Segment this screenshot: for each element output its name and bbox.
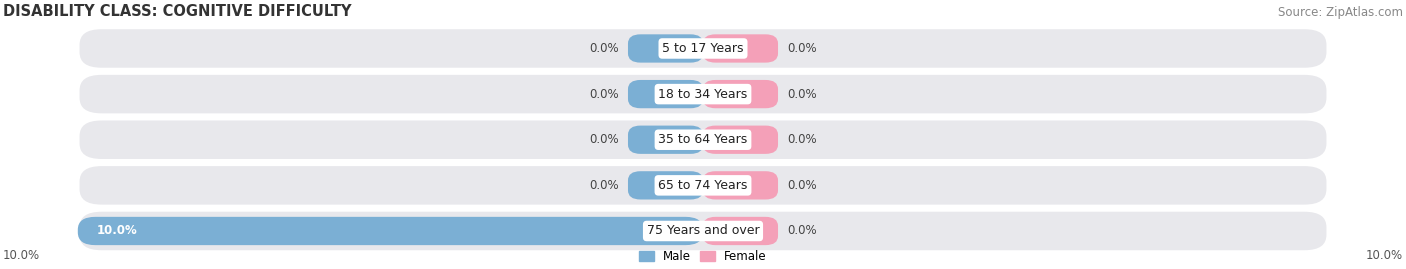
Text: 0.0%: 0.0% (589, 133, 619, 146)
Text: 10.0%: 10.0% (1367, 249, 1403, 262)
FancyBboxPatch shape (77, 27, 1329, 69)
Legend: Male, Female: Male, Female (634, 246, 772, 268)
FancyBboxPatch shape (703, 34, 778, 63)
Text: 0.0%: 0.0% (589, 88, 619, 101)
FancyBboxPatch shape (77, 164, 1329, 206)
Text: 18 to 34 Years: 18 to 34 Years (658, 88, 748, 101)
Text: DISABILITY CLASS: COGNITIVE DIFFICULTY: DISABILITY CLASS: COGNITIVE DIFFICULTY (3, 4, 352, 19)
Text: Source: ZipAtlas.com: Source: ZipAtlas.com (1278, 6, 1403, 19)
FancyBboxPatch shape (77, 217, 703, 245)
FancyBboxPatch shape (628, 34, 703, 63)
FancyBboxPatch shape (628, 171, 703, 200)
Text: 5 to 17 Years: 5 to 17 Years (662, 42, 744, 55)
FancyBboxPatch shape (77, 210, 1329, 252)
Text: 10.0%: 10.0% (97, 225, 138, 238)
Text: 0.0%: 0.0% (589, 179, 619, 192)
FancyBboxPatch shape (628, 80, 703, 108)
FancyBboxPatch shape (628, 126, 703, 154)
FancyBboxPatch shape (703, 126, 778, 154)
FancyBboxPatch shape (703, 171, 778, 200)
Text: 0.0%: 0.0% (589, 42, 619, 55)
Text: 75 Years and over: 75 Years and over (647, 225, 759, 238)
Text: 65 to 74 Years: 65 to 74 Years (658, 179, 748, 192)
Text: 0.0%: 0.0% (787, 179, 817, 192)
FancyBboxPatch shape (703, 80, 778, 108)
Text: 0.0%: 0.0% (787, 133, 817, 146)
FancyBboxPatch shape (703, 217, 778, 245)
FancyBboxPatch shape (77, 119, 1329, 161)
FancyBboxPatch shape (77, 73, 1329, 115)
Text: 0.0%: 0.0% (787, 42, 817, 55)
Text: 10.0%: 10.0% (3, 249, 39, 262)
Text: 35 to 64 Years: 35 to 64 Years (658, 133, 748, 146)
Text: 0.0%: 0.0% (787, 88, 817, 101)
Text: 0.0%: 0.0% (787, 225, 817, 238)
